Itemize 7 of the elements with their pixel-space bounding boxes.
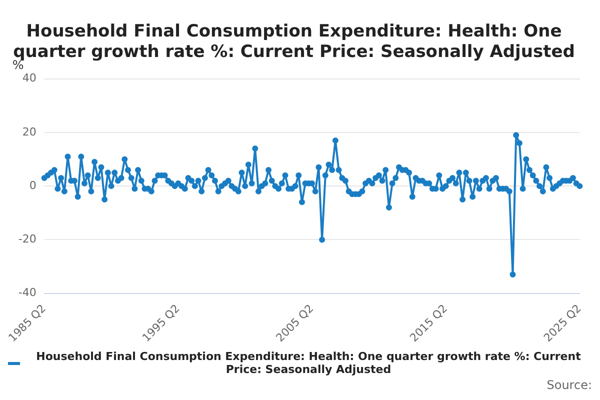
source-note: Source: [546,378,592,392]
legend-label: Household Final Consumption Expenditure: Health: One quarter growth rate %: Current Price: Seasonally Adjusted [35,350,582,376]
y-tick-label: -40 [18,286,36,300]
y-tick-label: -20 [18,232,36,246]
y-tick-label: 20 [22,125,36,138]
y-tick-label: 0 [29,178,36,192]
y-tick-label: 40 [22,72,36,85]
